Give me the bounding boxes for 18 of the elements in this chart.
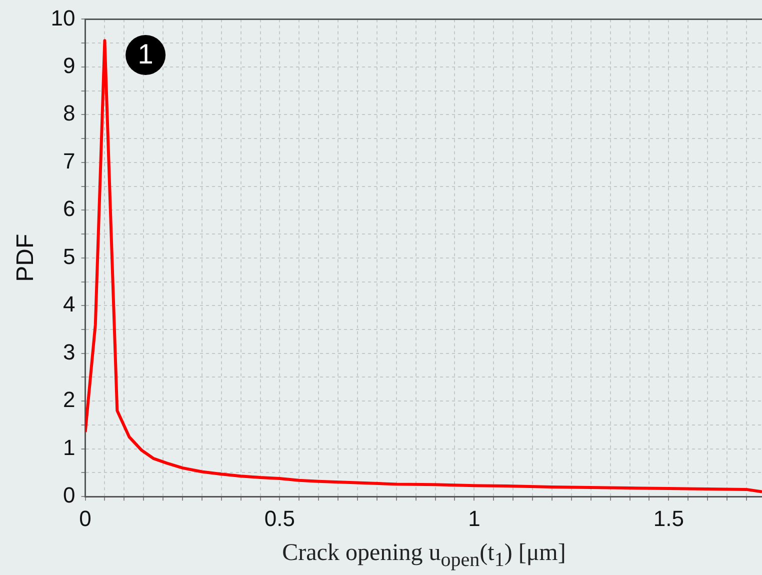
x-tick-label: 0.5 xyxy=(264,506,296,531)
y-tick-label: 3 xyxy=(63,339,76,364)
x-tick-label: 0 xyxy=(79,506,92,531)
x-tick-label: 1 xyxy=(468,506,480,531)
y-tick-label: 2 xyxy=(63,387,76,412)
x-axis-title: Crack opening u$_{open}$(t$_{1}$) [μm] xyxy=(281,540,567,572)
y-tick-label: 9 xyxy=(63,53,76,78)
annotation: 1 xyxy=(138,38,154,70)
y-tick-label: 7 xyxy=(63,148,76,174)
y-tick-label: 5 xyxy=(63,244,76,269)
x-tick-label: 1.5 xyxy=(653,506,684,531)
y-tick-label: 0 xyxy=(63,482,76,508)
y-tick-label: 8 xyxy=(63,100,76,126)
y-tick-label: 6 xyxy=(63,196,76,222)
y-tick-label: 10 xyxy=(50,5,76,30)
y-tick-label: 4 xyxy=(63,292,76,317)
y-tick-label: 1 xyxy=(63,434,76,460)
y-axis-title: PDF xyxy=(12,234,40,282)
